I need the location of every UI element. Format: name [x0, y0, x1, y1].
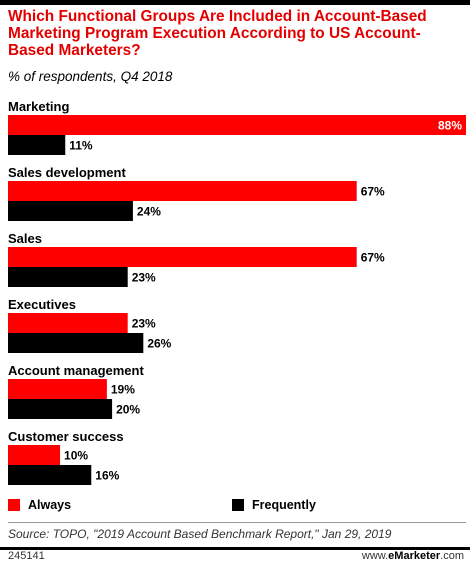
bar-always-sales [8, 247, 357, 267]
brand-url[interactable]: www.eMarketer.com [362, 550, 464, 562]
bar-always-customer-success [8, 445, 61, 465]
category-label-account-management: Account management [8, 363, 144, 378]
chart-id: 245141 [8, 550, 45, 562]
value-label-frequently-account-management: 20% [116, 403, 140, 417]
bar-frequently-sales [8, 267, 128, 287]
legend-item-frequently: Frequently [232, 498, 316, 512]
value-label-always-customer-success: 10% [64, 449, 88, 463]
chart-title: Which Functional Groups Are Included in … [8, 8, 427, 59]
source-divider [8, 522, 466, 523]
bar-frequently-marketing [8, 135, 66, 155]
value-label-always-sales-development: 67% [361, 185, 385, 199]
value-label-always-sales: 67% [361, 251, 385, 265]
legend-swatch-always [8, 499, 20, 511]
source-note: Source: TOPO, "2019 Account Based Benchm… [8, 527, 392, 541]
bar-frequently-customer-success [8, 465, 92, 485]
legend-label-frequently: Frequently [252, 498, 316, 512]
bar-frequently-executives [8, 333, 144, 353]
bar-always-marketing [8, 115, 466, 135]
value-label-frequently-sales: 23% [132, 271, 156, 285]
footer-rule [0, 547, 470, 550]
brand-name: eMarketer [388, 550, 441, 562]
value-label-always-account-management: 19% [111, 383, 135, 397]
bar-frequently-account-management [8, 399, 113, 419]
brand-suffix: .com [440, 550, 464, 562]
brand-prefix: www. [361, 550, 389, 562]
bar-always-sales-development [8, 181, 357, 201]
value-label-frequently-marketing: 11% [69, 139, 93, 153]
legend-swatch-frequently [232, 499, 244, 511]
bar-frequently-sales-development [8, 201, 133, 221]
value-label-always-marketing: 88% [438, 119, 462, 133]
top-rule [0, 0, 470, 5]
category-label-customer-success: Customer success [8, 429, 124, 444]
category-label-executives: Executives [8, 297, 76, 312]
value-label-frequently-sales-development: 24% [137, 205, 161, 219]
value-label-frequently-customer-success: 16% [95, 469, 119, 483]
chart-subtitle: % of respondents, Q4 2018 [8, 69, 173, 84]
category-label-sales-development: Sales development [8, 165, 126, 180]
bar-always-account-management [8, 379, 107, 399]
category-label-sales: Sales [8, 231, 42, 246]
value-label-frequently-executives: 26% [147, 337, 171, 351]
value-label-always-executives: 23% [132, 317, 156, 331]
category-label-marketing: Marketing [8, 99, 69, 114]
legend-item-always: Always [8, 498, 71, 512]
legend-label-always: Always [28, 498, 72, 512]
bar-always-executives [8, 313, 128, 333]
bar-chart: Marketing 88% 11% Sales development 67% 24% Sa… [8, 99, 466, 485]
